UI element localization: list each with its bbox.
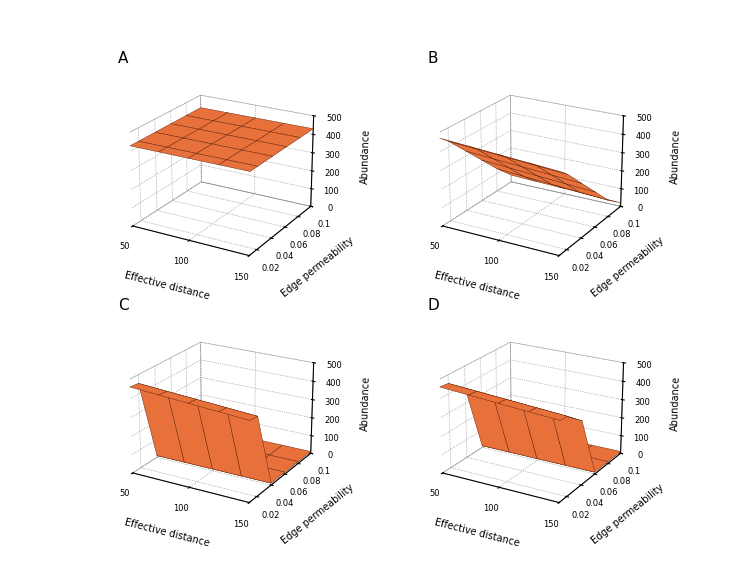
- X-axis label: Effective distance: Effective distance: [433, 517, 520, 549]
- X-axis label: Effective distance: Effective distance: [123, 270, 210, 302]
- X-axis label: Effective distance: Effective distance: [123, 517, 210, 549]
- Text: B: B: [427, 51, 438, 66]
- Y-axis label: Edge permeability: Edge permeability: [280, 235, 356, 299]
- Y-axis label: Edge permeability: Edge permeability: [280, 482, 356, 546]
- Y-axis label: Edge permeability: Edge permeability: [590, 235, 666, 299]
- Text: C: C: [118, 298, 128, 313]
- Text: D: D: [427, 298, 440, 313]
- Text: A: A: [118, 51, 128, 66]
- Y-axis label: Edge permeability: Edge permeability: [590, 482, 666, 546]
- X-axis label: Effective distance: Effective distance: [433, 270, 520, 302]
